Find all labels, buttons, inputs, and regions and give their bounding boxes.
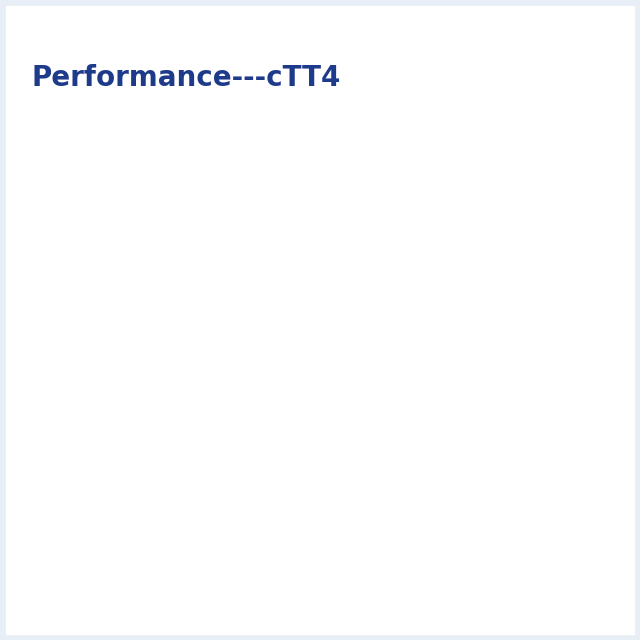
Point: [227, 466, 237, 476]
Point: [164, 508, 175, 518]
Point: [486, 293, 497, 303]
Point: [232, 454, 243, 465]
Point: [164, 512, 175, 522]
Point: [331, 374, 341, 384]
Point: [144, 520, 154, 530]
Point: [512, 293, 522, 303]
Point: [170, 500, 180, 511]
Point: [206, 474, 216, 484]
Point: [512, 259, 522, 269]
Point: [175, 485, 186, 495]
Point: [398, 324, 408, 334]
Point: [144, 527, 154, 538]
Point: [243, 458, 253, 468]
Point: [243, 443, 253, 453]
Point: [300, 412, 310, 422]
Point: [159, 516, 170, 526]
Point: [284, 416, 294, 426]
Point: [258, 435, 268, 445]
Point: [144, 524, 154, 534]
Text: Performance---cTT4: Performance---cTT4: [32, 64, 341, 92]
Point: [320, 366, 330, 376]
Point: [310, 412, 320, 422]
Text: y = 0.9457x + 0.2577: y = 0.9457x + 0.2577: [191, 248, 344, 262]
Point: [413, 328, 424, 338]
Point: [268, 420, 278, 430]
Y-axis label: cTT4 from Imhotep immunofluorescence
(nmol/L): cTT4 from Imhotep immunofluorescence (nm…: [34, 230, 64, 512]
Point: [186, 493, 196, 503]
Point: [154, 520, 164, 530]
Point: [383, 347, 393, 357]
Point: [507, 316, 517, 326]
Text: R² = 0.9694: R² = 0.9694: [211, 279, 295, 293]
Point: [253, 443, 263, 453]
Point: [139, 531, 149, 541]
Point: [294, 408, 305, 419]
Point: [435, 308, 445, 319]
Point: [279, 412, 289, 422]
Point: [263, 424, 273, 434]
Point: [201, 477, 211, 488]
Point: [216, 466, 227, 476]
Point: [196, 481, 206, 492]
Point: [149, 516, 159, 526]
Point: [139, 539, 149, 549]
Point: [248, 451, 258, 461]
Point: [191, 493, 201, 503]
Point: [408, 320, 419, 330]
Point: [465, 297, 476, 307]
Point: [253, 424, 263, 434]
Point: [164, 520, 175, 530]
Point: [211, 454, 221, 465]
Point: [191, 481, 201, 492]
Point: [201, 466, 211, 476]
Point: [154, 512, 164, 522]
Point: [175, 493, 186, 503]
Point: [284, 420, 294, 430]
Point: [294, 424, 305, 434]
Point: [300, 401, 310, 411]
Point: [180, 489, 191, 499]
Point: [221, 458, 232, 468]
Point: [289, 404, 300, 415]
Point: [393, 332, 403, 342]
Point: [460, 312, 470, 323]
Point: [279, 424, 289, 434]
Point: [170, 508, 180, 518]
Point: [470, 289, 481, 300]
Point: [305, 404, 315, 415]
Point: [227, 451, 237, 461]
Point: [367, 355, 377, 365]
Point: [211, 462, 221, 472]
Point: [159, 504, 170, 515]
Point: [149, 524, 159, 534]
X-axis label: cTT4 from ELISA method (nmol/L): cTT4 from ELISA method (nmol/L): [244, 591, 479, 605]
Point: [325, 370, 335, 380]
Point: [336, 358, 346, 369]
Point: [159, 508, 170, 518]
Point: [377, 339, 387, 349]
Point: [315, 381, 325, 392]
Point: [502, 282, 512, 292]
Point: [237, 458, 248, 468]
Point: [289, 420, 300, 430]
Point: [310, 378, 320, 388]
Point: [356, 374, 367, 384]
Point: [305, 385, 315, 396]
Point: [273, 416, 284, 426]
Point: [237, 447, 248, 457]
